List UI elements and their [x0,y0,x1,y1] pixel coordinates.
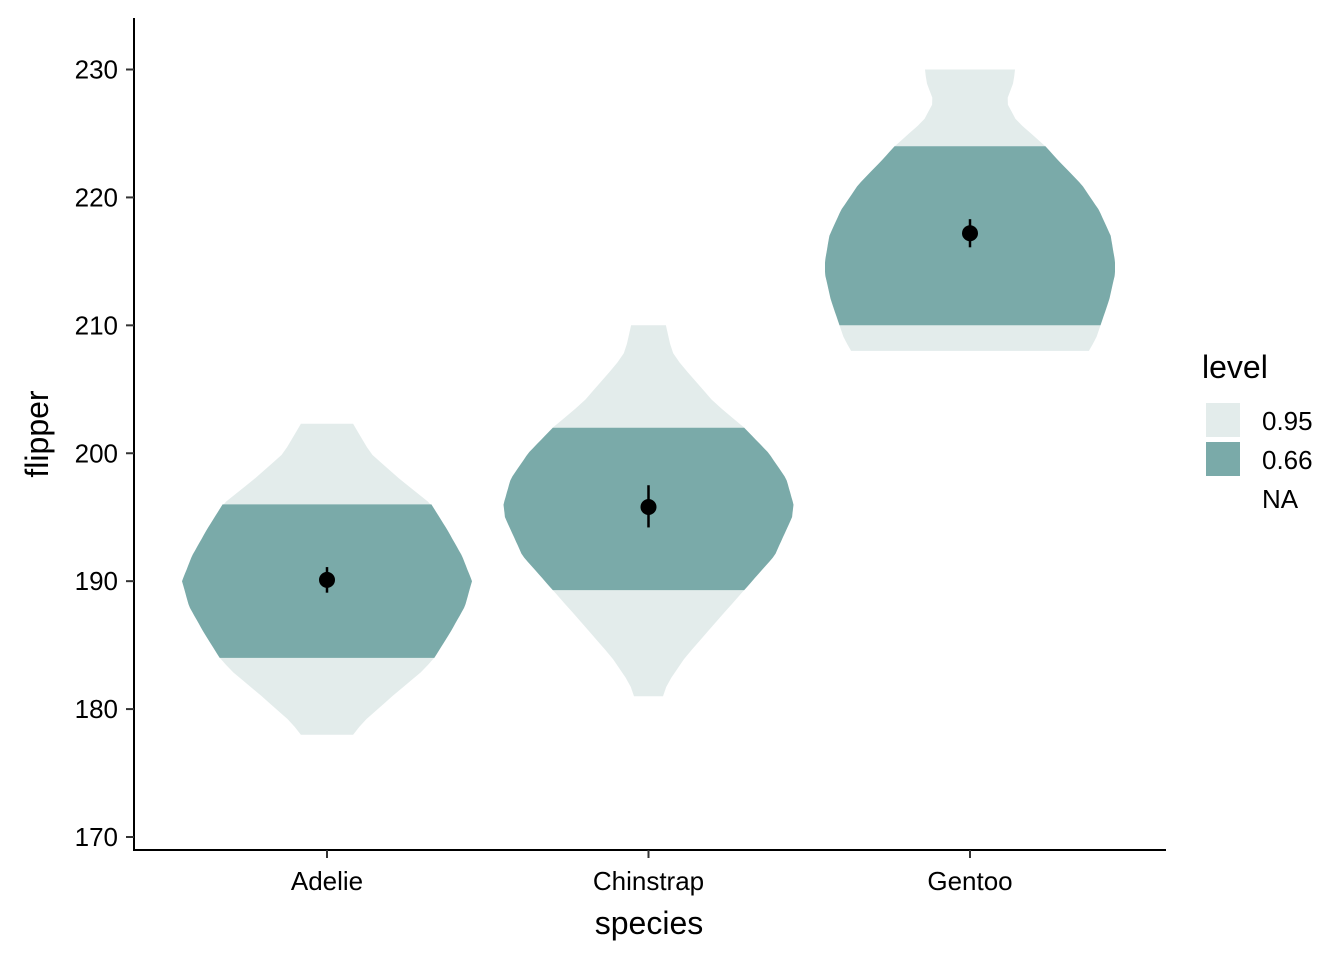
violin-chinstrap [503,325,794,697]
y-axis-ticks: 170 180 190 200 210 220 230 [75,55,134,852]
y-tick-label-200: 200 [75,438,118,468]
mean-point-gentoo [962,225,978,242]
legend-label-na: NA [1262,484,1299,514]
x-axis-ticks: Adelie Chinstrap Gentoo [291,850,1013,896]
x-tick-label-gentoo: Gentoo [927,866,1012,896]
legend-label-0-95: 0.95 [1262,406,1313,436]
y-tick-label-180: 180 [75,694,118,724]
legend-title: level [1202,349,1268,385]
y-tick-label-170: 170 [75,822,118,852]
mean-point-adelie [319,571,335,588]
legend: level 0.95 0.66 NA [1202,349,1313,514]
violin-gentoo [825,69,1115,351]
y-tick-label-210: 210 [75,310,118,340]
y-tick-label-230: 230 [75,55,118,85]
x-axis-title: species [595,905,704,941]
y-tick-label-190: 190 [75,566,118,596]
x-tick-label-adelie: Adelie [291,866,363,896]
legend-label-0-66: 0.66 [1262,445,1313,475]
legend-swatch-0-66 [1206,442,1240,476]
y-tick-label-220: 220 [75,182,118,212]
violin-adelie [182,423,472,735]
mean-point-chinstrap [640,498,657,515]
y-axis-title: flipper [19,390,55,478]
plot-area [182,69,1115,735]
x-tick-label-chinstrap: Chinstrap [593,866,704,896]
legend-swatch-0-95 [1206,403,1240,437]
